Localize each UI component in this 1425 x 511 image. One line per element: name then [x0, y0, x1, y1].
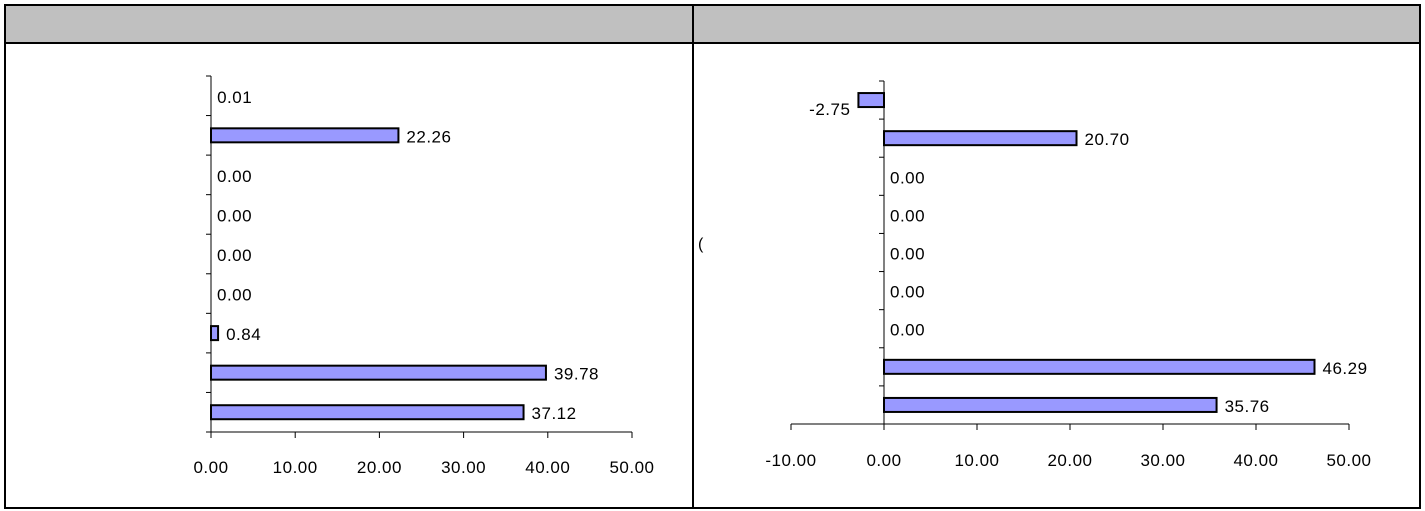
- x-tick-label: 30.00: [1140, 451, 1185, 470]
- data-label: 0.01: [217, 88, 252, 107]
- bar: [210, 404, 525, 421]
- data-label: 0.00: [890, 245, 925, 264]
- x-tick-label: 20.00: [1047, 451, 1092, 470]
- x-tick-label: 10.00: [954, 451, 999, 470]
- x-tick-label: 0.00: [193, 458, 228, 477]
- data-label: 22.26: [406, 127, 451, 146]
- data-label: 0.00: [890, 321, 925, 340]
- bar: [883, 358, 1316, 375]
- x-tick-label: 50.00: [609, 458, 654, 477]
- data-label: -2.75: [809, 100, 850, 119]
- x-tick-label: 0.00: [866, 451, 901, 470]
- right-bar-chart: -10.00 0.00 10.00 20.00 30.00 40.00 50.00 -2.75…: [765, 80, 1371, 470]
- data-label: 0.00: [890, 168, 925, 187]
- stray-glyph: (: [698, 236, 704, 253]
- x-tick-label: 40.00: [525, 458, 570, 477]
- column-divider: [692, 6, 694, 507]
- data-label: 0.00: [890, 206, 925, 225]
- x-tick-label: 30.00: [441, 458, 486, 477]
- left-bar-chart: 0.00 10.00 20.00 30.00 40.00 50.00 0.01 22.26 0.…: [193, 75, 654, 477]
- bar: [857, 92, 886, 109]
- right-chart-panel: -10.00 0.00 10.00 20.00 30.00 40.00 50.00 -2.75…: [694, 44, 1419, 507]
- data-label: 46.29: [1322, 359, 1367, 378]
- x-tick-label: 40.00: [1233, 451, 1278, 470]
- data-label: 0.00: [890, 283, 925, 302]
- header-row: [6, 6, 1419, 44]
- x-tick-label: -10.00: [765, 451, 816, 470]
- bar: [210, 325, 220, 342]
- data-label: 0.00: [217, 286, 252, 305]
- left-chart-panel: 0.00 10.00 20.00 30.00 40.00 50.00 0.01 22.26 0.…: [6, 44, 692, 507]
- bar: [210, 364, 547, 381]
- data-label: 0.00: [217, 246, 252, 265]
- x-tick-label: 10.00: [273, 458, 318, 477]
- data-label: 35.76: [1225, 397, 1270, 416]
- data-label: 0.00: [217, 206, 252, 225]
- x-tick-label: 50.00: [1326, 451, 1371, 470]
- data-label: 0.84: [226, 325, 261, 344]
- data-label: 20.70: [1085, 130, 1130, 149]
- table-frame: 0.00 10.00 20.00 30.00 40.00 50.00 0.01 22.26 0.…: [4, 4, 1421, 509]
- x-tick-label: 20.00: [357, 458, 402, 477]
- bar: [210, 127, 400, 144]
- data-label: 39.78: [554, 365, 599, 384]
- data-label: 37.12: [532, 404, 577, 423]
- bar: [883, 130, 1078, 147]
- bar: [883, 396, 1218, 413]
- data-label: 0.00: [217, 167, 252, 186]
